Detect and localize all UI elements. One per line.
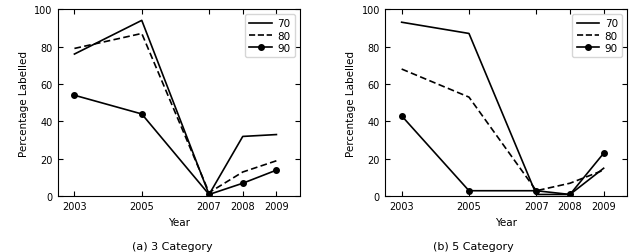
90 — [273, 169, 280, 172]
80 — [205, 191, 213, 194]
80 — [465, 96, 473, 99]
90 — [205, 193, 213, 196]
Line: 90: 90 — [399, 114, 607, 198]
Line: 70: 70 — [402, 23, 604, 195]
90 — [600, 152, 607, 155]
70 — [70, 53, 78, 56]
Line: 80: 80 — [402, 70, 604, 191]
70 — [465, 33, 473, 36]
70 — [239, 135, 246, 138]
70 — [138, 20, 146, 23]
90 — [138, 113, 146, 116]
70 — [532, 193, 540, 196]
Legend: 70, 80, 90: 70, 80, 90 — [245, 15, 295, 58]
80 — [566, 182, 574, 185]
70 — [273, 134, 280, 137]
Text: (a) 3 Category: (a) 3 Category — [132, 241, 213, 251]
80 — [70, 48, 78, 51]
70 — [600, 167, 607, 170]
X-axis label: Year: Year — [495, 217, 517, 227]
90 — [70, 94, 78, 97]
70 — [398, 22, 406, 25]
80 — [600, 169, 607, 172]
80 — [532, 190, 540, 193]
90 — [239, 182, 246, 185]
80 — [239, 171, 246, 174]
90 — [532, 190, 540, 193]
90 — [566, 193, 574, 196]
Legend: 70, 80, 90: 70, 80, 90 — [572, 15, 622, 58]
Line: 80: 80 — [74, 34, 276, 193]
Line: 70: 70 — [74, 21, 276, 195]
90 — [398, 115, 406, 118]
Text: (b) 5 Category: (b) 5 Category — [433, 241, 514, 251]
X-axis label: Year: Year — [168, 217, 190, 227]
70 — [205, 193, 213, 196]
Y-axis label: Percentage Labelled: Percentage Labelled — [19, 51, 29, 156]
Y-axis label: Percentage Labelled: Percentage Labelled — [346, 51, 356, 156]
90 — [465, 190, 473, 193]
Line: 90: 90 — [72, 93, 279, 198]
80 — [273, 160, 280, 163]
80 — [138, 33, 146, 36]
70 — [566, 193, 574, 196]
80 — [398, 68, 406, 71]
